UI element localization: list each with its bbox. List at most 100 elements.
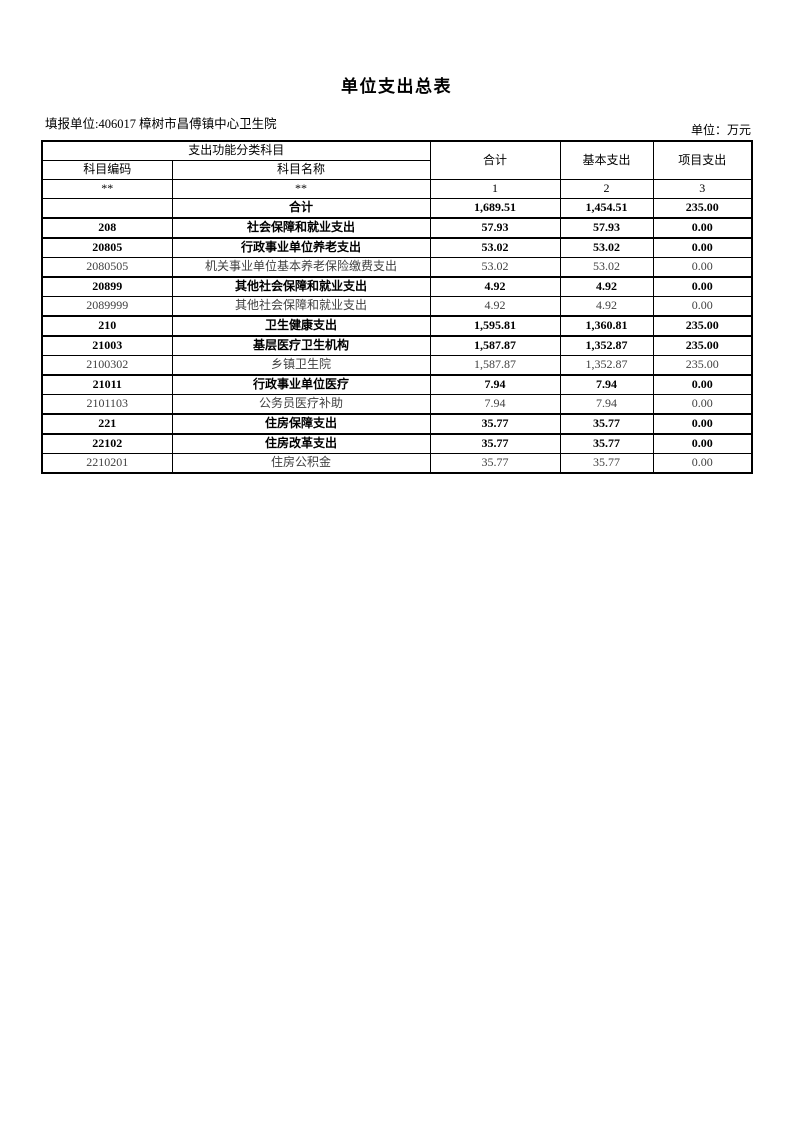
cell-project: 0.00 <box>652 237 753 258</box>
cell-basic: 53.02 <box>559 237 654 258</box>
cell-basic: 7.94 <box>559 394 654 415</box>
cell-code: 21011 <box>41 374 173 395</box>
table-row: 2210201 住房公积金 35.77 35.77 0.00 <box>41 453 753 474</box>
cell-total: 4.92 <box>429 296 561 317</box>
cell-project: 0.00 <box>652 413 753 435</box>
cell-basic: 1,360.81 <box>559 315 654 337</box>
table-row: 2101103 公务员医疗补助 7.94 7.94 0.00 <box>41 394 753 415</box>
cell-project: 0.00 <box>652 257 753 278</box>
cell-total: 7.94 <box>429 374 561 395</box>
table-row: 合计 1,689.51 1,454.51 235.00 <box>41 198 753 219</box>
table-row: 20899 其他社会保障和就业支出 4.92 4.92 0.00 <box>41 276 753 297</box>
header-project: 项目支出 <box>652 140 753 180</box>
cell-total: 1,595.81 <box>429 315 561 337</box>
cell-code: 2101103 <box>41 394 173 415</box>
cell-code: 210 <box>41 315 173 337</box>
cell-name: 住房改革支出 <box>171 433 431 454</box>
cell-project: 0.00 <box>652 374 753 395</box>
cell-project: 235.00 <box>652 315 753 337</box>
cell-total: 35.77 <box>429 413 561 435</box>
header-basic: 基本支出 <box>559 140 654 180</box>
table-row: 21003 基层医疗卫生机构 1,587.87 1,352.87 235.00 <box>41 335 753 356</box>
cell-project: 235.00 <box>652 198 753 219</box>
cell-total: 53.02 <box>429 257 561 278</box>
index-code: ** <box>41 179 173 199</box>
cell-name: 卫生健康支出 <box>171 315 431 337</box>
table-row: 210 卫生健康支出 1,595.81 1,360.81 235.00 <box>41 315 753 337</box>
meta-row: 填报单位:406017 樟树市昌傅镇中心卫生院 单位：万元 <box>0 96 793 140</box>
cell-basic: 7.94 <box>559 374 654 395</box>
cell-project: 0.00 <box>652 296 753 317</box>
cell-basic: 1,454.51 <box>559 198 654 219</box>
cell-project: 0.00 <box>652 276 753 297</box>
cell-name: 机关事业单位基本养老保险缴费支出 <box>171 257 431 278</box>
cell-project: 235.00 <box>652 335 753 356</box>
cell-basic: 57.93 <box>559 217 654 239</box>
cell-basic: 1,352.87 <box>559 355 654 376</box>
cell-project: 0.00 <box>652 453 753 474</box>
index-total: 1 <box>429 179 561 199</box>
cell-code: 208 <box>41 217 173 239</box>
cell-code: 221 <box>41 413 173 435</box>
cell-total: 1,587.87 <box>429 355 561 376</box>
table-row: 2089999 其他社会保障和就业支出 4.92 4.92 0.00 <box>41 296 753 317</box>
index-row: ** ** 1 2 3 <box>41 179 753 199</box>
cell-name: 行政事业单位医疗 <box>171 374 431 395</box>
cell-total: 7.94 <box>429 394 561 415</box>
cell-name: 其他社会保障和就业支出 <box>171 296 431 317</box>
page-title: 单位支出总表 <box>341 77 452 96</box>
index-project: 3 <box>652 179 753 199</box>
cell-name: 行政事业单位养老支出 <box>171 237 431 258</box>
index-basic: 2 <box>559 179 654 199</box>
cell-code: 21003 <box>41 335 173 356</box>
header-total: 合计 <box>429 140 561 180</box>
table-row: 20805 行政事业单位养老支出 53.02 53.02 0.00 <box>41 237 753 258</box>
table-row: 2100302 乡镇卫生院 1,587.87 1,352.87 235.00 <box>41 355 753 376</box>
cell-name: 乡镇卫生院 <box>171 355 431 376</box>
cell-basic: 4.92 <box>559 296 654 317</box>
cell-total: 1,587.87 <box>429 335 561 356</box>
cell-basic: 1,352.87 <box>559 335 654 356</box>
cell-name: 合计 <box>171 198 431 219</box>
cell-code: 20899 <box>41 276 173 297</box>
cell-total: 53.02 <box>429 237 561 258</box>
cell-basic: 35.77 <box>559 433 654 454</box>
cell-name: 住房公积金 <box>171 453 431 474</box>
cell-code: 22102 <box>41 433 173 454</box>
index-name: ** <box>171 179 431 199</box>
cell-code: 2210201 <box>41 453 173 474</box>
cell-project: 0.00 <box>652 394 753 415</box>
table-row: 221 住房保障支出 35.77 35.77 0.00 <box>41 413 753 435</box>
cell-project: 235.00 <box>652 355 753 376</box>
cell-code: 20805 <box>41 237 173 258</box>
cell-basic: 53.02 <box>559 257 654 278</box>
reporting-unit-label: 填报单位:406017 樟树市昌傅镇中心卫生院 <box>45 117 277 131</box>
cell-code: 2080505 <box>41 257 173 278</box>
header-row-group: 支出功能分类科目 合计 基本支出 项目支出 <box>41 140 753 180</box>
cell-name: 社会保障和就业支出 <box>171 217 431 239</box>
report-page: 单位支出总表 填报单位:406017 樟树市昌傅镇中心卫生院 单位：万元 支出功… <box>0 0 793 474</box>
unit-label: 单位：万元 <box>690 123 751 137</box>
cell-total: 35.77 <box>429 453 561 474</box>
header-name: 科目名称 <box>171 160 431 180</box>
table-row: 21011 行政事业单位医疗 7.94 7.94 0.00 <box>41 374 753 395</box>
cell-code <box>41 198 173 219</box>
cell-code: 2089999 <box>41 296 173 317</box>
cell-total: 35.77 <box>429 433 561 454</box>
cell-basic: 4.92 <box>559 276 654 297</box>
cell-name: 其他社会保障和就业支出 <box>171 276 431 297</box>
table-row: 2080505 机关事业单位基本养老保险缴费支出 53.02 53.02 0.0… <box>41 257 753 278</box>
cell-basic: 35.77 <box>559 453 654 474</box>
cell-basic: 35.77 <box>559 413 654 435</box>
header-code: 科目编码 <box>41 160 173 180</box>
cell-name: 住房保障支出 <box>171 413 431 435</box>
table-row: 208 社会保障和就业支出 57.93 57.93 0.00 <box>41 217 753 239</box>
cell-name: 基层医疗卫生机构 <box>171 335 431 356</box>
table-row: 22102 住房改革支出 35.77 35.77 0.00 <box>41 433 753 454</box>
cell-project: 0.00 <box>652 433 753 454</box>
cell-project: 0.00 <box>652 217 753 239</box>
cell-total: 4.92 <box>429 276 561 297</box>
cell-name: 公务员医疗补助 <box>171 394 431 415</box>
cell-total: 57.93 <box>429 217 561 239</box>
cell-total: 1,689.51 <box>429 198 561 219</box>
